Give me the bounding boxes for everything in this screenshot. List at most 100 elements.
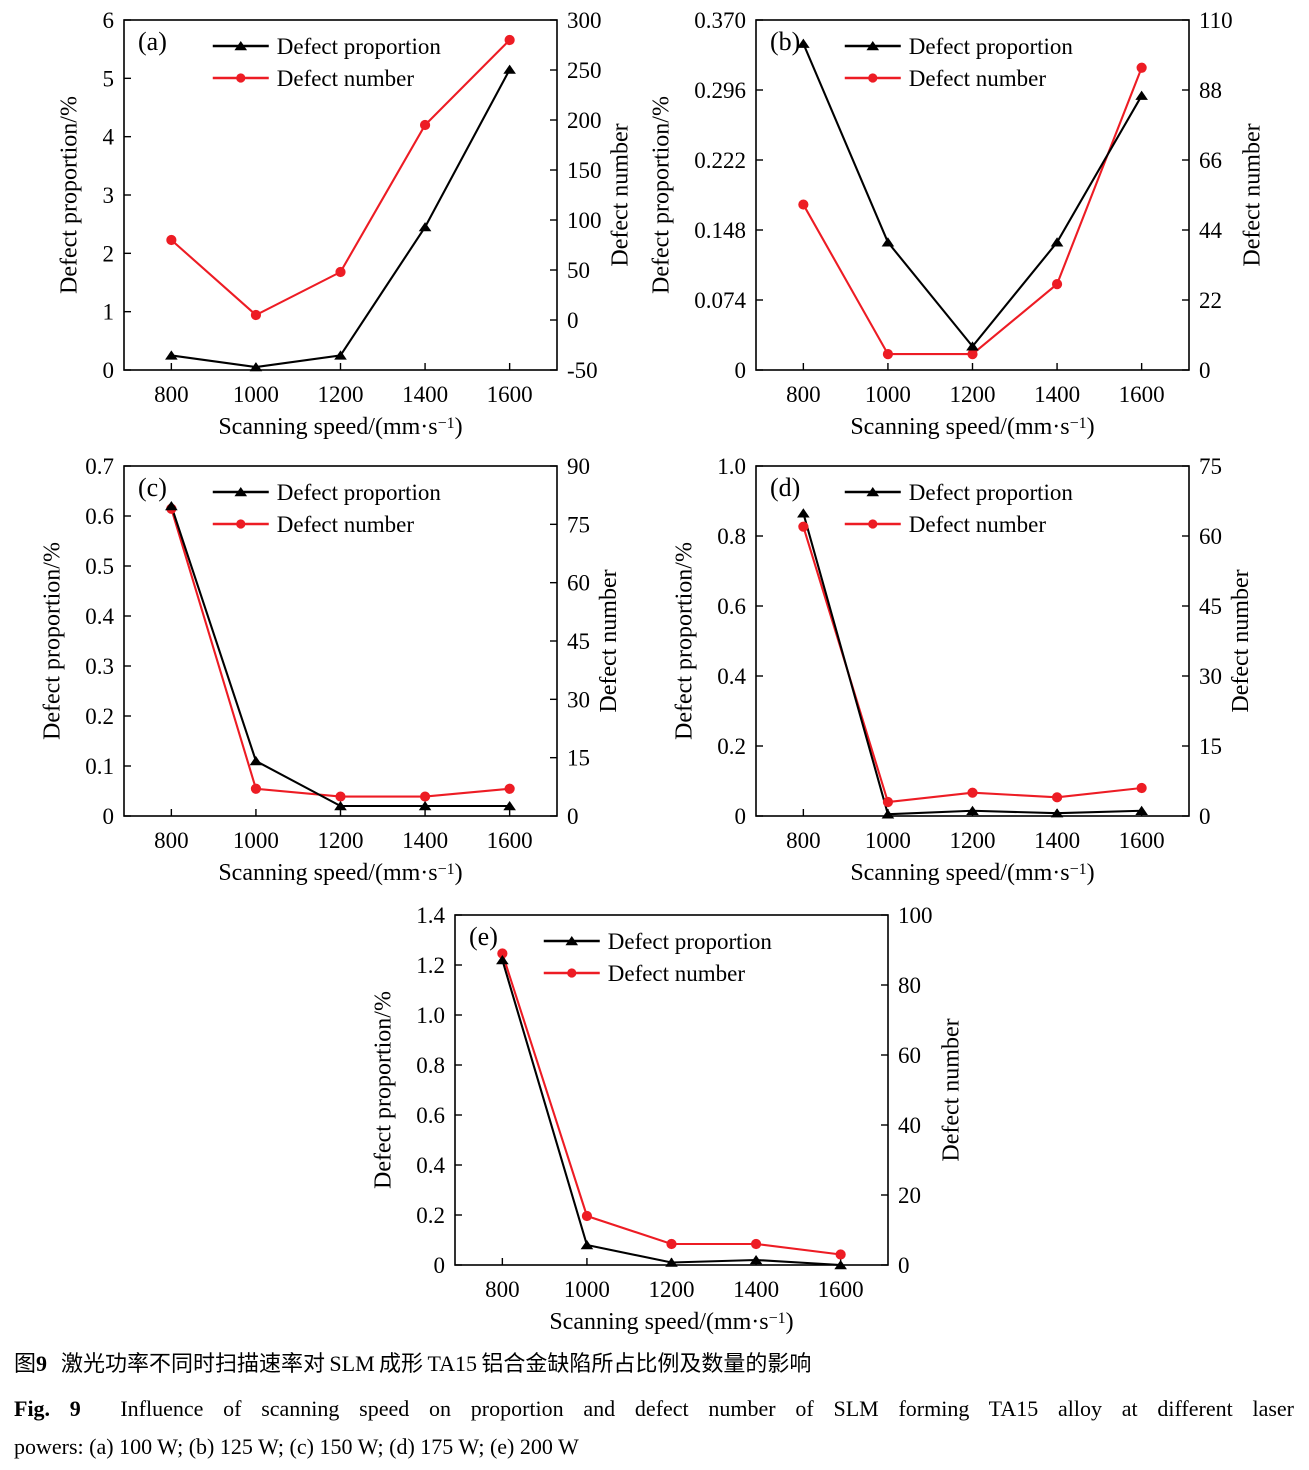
svg-text:1200: 1200 bbox=[318, 382, 364, 407]
svg-text:0: 0 bbox=[735, 804, 747, 829]
svg-text:0: 0 bbox=[103, 358, 115, 383]
svg-text:75: 75 bbox=[1199, 454, 1222, 479]
svg-text:75: 75 bbox=[567, 512, 590, 537]
svg-text:Defect proportion: Defect proportion bbox=[909, 480, 1074, 505]
svg-text:15: 15 bbox=[1199, 734, 1222, 759]
svg-text:0.6: 0.6 bbox=[717, 594, 746, 619]
svg-text:(d): (d) bbox=[770, 473, 800, 502]
svg-text:1600: 1600 bbox=[487, 382, 533, 407]
svg-text:6: 6 bbox=[103, 8, 115, 33]
svg-text:1400: 1400 bbox=[1034, 828, 1080, 853]
svg-text:80: 80 bbox=[898, 973, 921, 998]
svg-text:Defect number: Defect number bbox=[596, 569, 622, 712]
svg-text:0: 0 bbox=[1199, 804, 1211, 829]
svg-text:0.8: 0.8 bbox=[416, 1053, 445, 1078]
svg-text:0.6: 0.6 bbox=[416, 1103, 445, 1128]
svg-text:0: 0 bbox=[898, 1253, 910, 1278]
svg-text:60: 60 bbox=[567, 571, 590, 596]
svg-text:800: 800 bbox=[154, 382, 189, 407]
svg-text:1600: 1600 bbox=[818, 1277, 864, 1302]
svg-text:100: 100 bbox=[898, 903, 933, 928]
svg-text:Defect proportion: Defect proportion bbox=[608, 929, 773, 954]
svg-text:1.4: 1.4 bbox=[416, 903, 445, 928]
svg-text:Defect proportion: Defect proportion bbox=[277, 480, 442, 505]
svg-text:1600: 1600 bbox=[487, 828, 533, 853]
svg-text:1.2: 1.2 bbox=[416, 953, 445, 978]
svg-text:1000: 1000 bbox=[233, 828, 279, 853]
svg-text:1600: 1600 bbox=[1119, 382, 1165, 407]
svg-text:60: 60 bbox=[1199, 524, 1222, 549]
svg-text:5: 5 bbox=[103, 66, 115, 91]
svg-text:22: 22 bbox=[1199, 288, 1222, 313]
svg-text:15: 15 bbox=[567, 746, 590, 771]
svg-text:Defect proportion/%: Defect proportion/% bbox=[671, 542, 697, 740]
svg-text:0.4: 0.4 bbox=[717, 664, 746, 689]
svg-text:Scanning speed/(mm·s−1): Scanning speed/(mm·s−1) bbox=[850, 860, 1094, 886]
svg-text:Scanning speed/(mm·s−1): Scanning speed/(mm·s−1) bbox=[549, 1309, 793, 1335]
svg-text:Defect number: Defect number bbox=[277, 66, 415, 91]
svg-text:Defect number: Defect number bbox=[1228, 569, 1254, 712]
svg-text:(b): (b) bbox=[770, 27, 800, 56]
svg-text:Scanning speed/(mm·s−1): Scanning speed/(mm·s−1) bbox=[218, 414, 462, 440]
svg-text:0: 0 bbox=[434, 1253, 446, 1278]
svg-text:(a): (a) bbox=[138, 27, 167, 56]
svg-text:0.1: 0.1 bbox=[85, 754, 114, 779]
svg-text:0.2: 0.2 bbox=[717, 734, 746, 759]
svg-text:Defect number: Defect number bbox=[909, 512, 1047, 537]
svg-text:Defect proportion: Defect proportion bbox=[909, 34, 1074, 59]
svg-text:0: 0 bbox=[567, 308, 579, 333]
svg-text:1000: 1000 bbox=[865, 382, 911, 407]
svg-text:0.7: 0.7 bbox=[85, 454, 114, 479]
svg-text:0.370: 0.370 bbox=[694, 8, 746, 33]
svg-text:800: 800 bbox=[786, 382, 821, 407]
svg-text:Defect number: Defect number bbox=[277, 512, 415, 537]
svg-text:1200: 1200 bbox=[649, 1277, 695, 1302]
svg-text:0: 0 bbox=[567, 804, 579, 829]
svg-text:Defect number: Defect number bbox=[608, 961, 746, 986]
svg-text:1000: 1000 bbox=[564, 1277, 610, 1302]
svg-text:0.074: 0.074 bbox=[694, 288, 746, 313]
svg-text:1200: 1200 bbox=[950, 382, 996, 407]
svg-text:1400: 1400 bbox=[733, 1277, 779, 1302]
svg-text:Defect number: Defect number bbox=[909, 66, 1047, 91]
svg-text:88: 88 bbox=[1199, 78, 1222, 103]
svg-text:1.0: 1.0 bbox=[416, 1003, 445, 1028]
svg-text:4: 4 bbox=[103, 125, 115, 150]
svg-text:0.2: 0.2 bbox=[85, 704, 114, 729]
svg-text:0.4: 0.4 bbox=[85, 604, 114, 629]
svg-text:44: 44 bbox=[1199, 218, 1223, 243]
svg-text:0.5: 0.5 bbox=[85, 554, 114, 579]
svg-text:90: 90 bbox=[567, 454, 590, 479]
svg-text:1000: 1000 bbox=[865, 828, 911, 853]
svg-text:0.2: 0.2 bbox=[416, 1203, 445, 1228]
svg-text:1400: 1400 bbox=[1034, 382, 1080, 407]
svg-text:Defect number: Defect number bbox=[939, 1018, 963, 1161]
svg-text:Scanning speed/(mm·s−1): Scanning speed/(mm·s−1) bbox=[218, 860, 462, 886]
svg-text:1400: 1400 bbox=[402, 828, 448, 853]
svg-text:-50: -50 bbox=[567, 358, 598, 383]
svg-text:45: 45 bbox=[1199, 594, 1222, 619]
svg-text:800: 800 bbox=[485, 1277, 520, 1302]
svg-text:Defect number: Defect number bbox=[608, 123, 632, 266]
svg-text:66: 66 bbox=[1199, 148, 1222, 173]
svg-text:Defect proportion/%: Defect proportion/% bbox=[39, 542, 65, 740]
svg-text:50: 50 bbox=[567, 258, 590, 283]
svg-text:1000: 1000 bbox=[233, 382, 279, 407]
svg-text:20: 20 bbox=[898, 1183, 921, 1208]
svg-text:1200: 1200 bbox=[950, 828, 996, 853]
svg-text:0.222: 0.222 bbox=[694, 148, 746, 173]
svg-text:0.296: 0.296 bbox=[694, 78, 746, 103]
svg-text:300: 300 bbox=[567, 8, 602, 33]
svg-text:150: 150 bbox=[567, 158, 602, 183]
svg-text:0.6: 0.6 bbox=[85, 504, 114, 529]
svg-text:0.8: 0.8 bbox=[717, 524, 746, 549]
svg-text:45: 45 bbox=[567, 629, 590, 654]
svg-text:Defect proportion: Defect proportion bbox=[277, 34, 442, 59]
svg-text:1.0: 1.0 bbox=[717, 454, 746, 479]
svg-text:40: 40 bbox=[898, 1113, 921, 1138]
svg-text:800: 800 bbox=[154, 828, 189, 853]
svg-text:0.4: 0.4 bbox=[416, 1153, 445, 1178]
svg-text:1200: 1200 bbox=[318, 828, 364, 853]
svg-text:Defect proportion/%: Defect proportion/% bbox=[57, 96, 83, 294]
svg-text:200: 200 bbox=[567, 108, 602, 133]
